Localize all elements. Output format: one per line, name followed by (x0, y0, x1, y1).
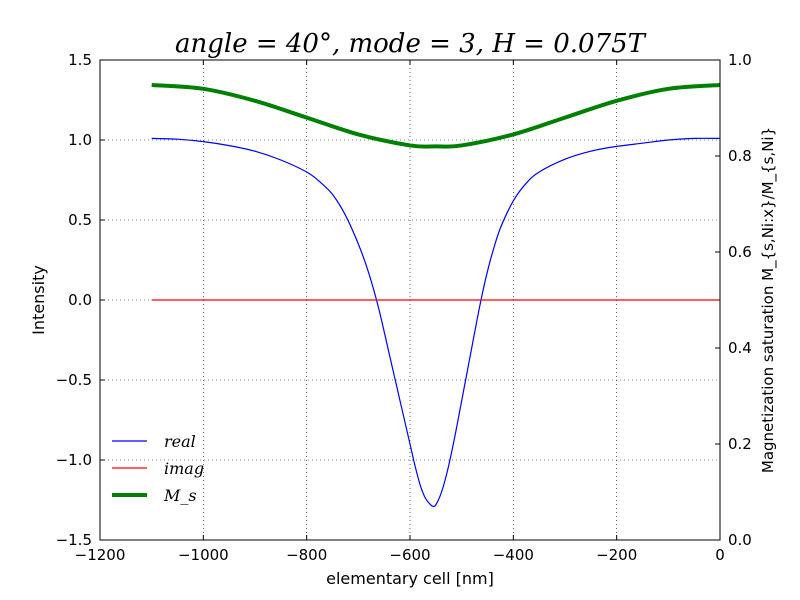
x-axis-label: elementary cell [nm] (326, 569, 494, 588)
series-line-m-s (151, 82, 721, 149)
x-tick-label: −200 (596, 546, 637, 564)
x-tick-label: 0 (715, 546, 725, 564)
y-tick-label: −1.0 (56, 451, 92, 469)
y2-tick-label: 0.8 (728, 147, 752, 165)
x-tick-label: −1000 (178, 546, 229, 564)
axes: −1200 −1000 −800 −600 −400 −200 0 −1.5 −1.0 −0.5 0… (56, 51, 752, 564)
x-tick-label: −600 (389, 546, 430, 564)
y2-tick-label: 0.4 (728, 339, 752, 357)
x-tick-label: −800 (286, 546, 327, 564)
y2-tick-label: 1.0 (728, 51, 752, 69)
y-axis-label: Intensity (29, 265, 48, 335)
legend-label: imag (164, 459, 204, 478)
chart-title: angle = 40°, mode = 3, H = 0.075T (175, 29, 647, 59)
x-tick-label: −1200 (75, 546, 126, 564)
y2-tick-label: 0.6 (728, 243, 752, 261)
y-tick-label: 1.0 (68, 131, 92, 149)
y2-tick-label: 0.2 (728, 435, 752, 453)
series-line-real (151, 137, 721, 508)
y-tick-label: −0.5 (56, 371, 92, 389)
y-tick-label: 1.5 (68, 51, 92, 69)
legend-label: real (164, 432, 196, 451)
plot-area (151, 82, 721, 508)
y2-axis-label: Magnetization saturation M_{s,Ni:x}/M_{s… (759, 127, 778, 473)
y-tick-label: 0.5 (68, 211, 92, 229)
x-tick-label: −400 (493, 546, 534, 564)
legend: real imag M_s (112, 432, 204, 505)
y2-tick-label: 0.0 (728, 531, 752, 549)
y-tick-label: −1.5 (56, 531, 92, 549)
y-tick-label: 0.0 (68, 291, 92, 309)
legend-label: M_s (163, 486, 197, 505)
